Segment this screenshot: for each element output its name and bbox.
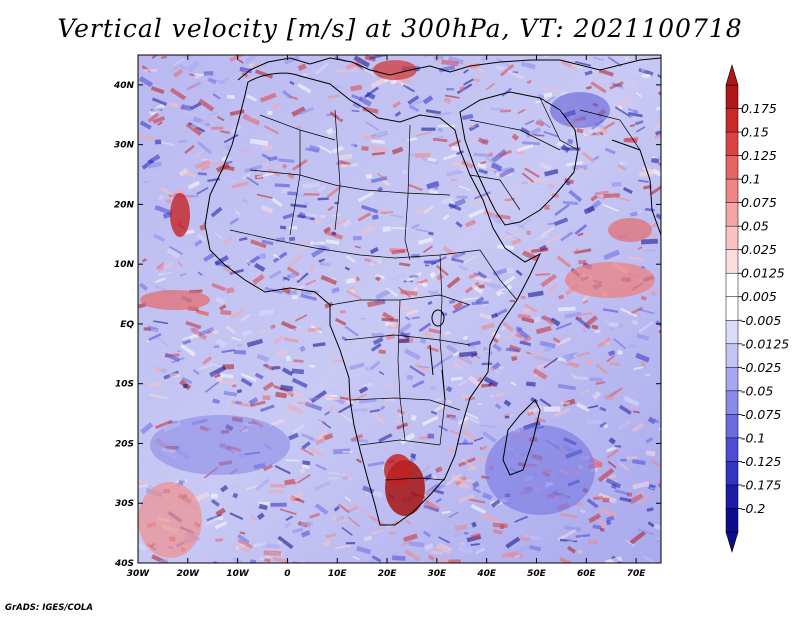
- colorbar-swatch: [725, 202, 739, 227]
- y-tick: EQ: [120, 320, 661, 330]
- colorbar-swatch: [725, 272, 739, 298]
- colorbar-label: -0.025: [741, 360, 781, 375]
- colorbar-swatch: [725, 390, 739, 416]
- colorbar-label: 0.0125: [741, 266, 785, 281]
- lakes: [429, 309, 446, 401]
- y-tick: 20N: [114, 200, 661, 210]
- colorbar-swatch: [725, 414, 739, 439]
- y-tick-label: 40S: [114, 559, 134, 569]
- grads-credit: GrADS: IGES/COLA: [5, 603, 93, 613]
- colorbar-label: 0.075: [741, 195, 777, 210]
- y-tick-label: 30S: [115, 499, 134, 509]
- colorbar-top-arrow: [725, 63, 739, 86]
- x-tick: 60E: [577, 55, 597, 579]
- y-tick-label: 20N: [114, 200, 135, 210]
- colorbar-label: -0.075: [741, 407, 781, 422]
- x-tick-label: 50E: [527, 569, 547, 579]
- colorbar-swatch: [725, 367, 739, 392]
- colorbar-swatch: [725, 296, 739, 321]
- x-tick: 0: [284, 55, 291, 579]
- x-tick-label: 0: [284, 569, 290, 579]
- colorbar-label: -0.005: [741, 313, 781, 328]
- y-tick: 40S: [114, 559, 661, 569]
- colorbar-swatch: [725, 155, 739, 180]
- x-tick-label: 70E: [627, 569, 647, 579]
- x-tick: 30W: [127, 55, 151, 579]
- x-tick: 30E: [428, 55, 448, 579]
- x-tick-label: 10E: [328, 569, 348, 579]
- velocity-features: [138, 60, 655, 558]
- velocity-field: [138, 55, 661, 563]
- coastlines: [204, 57, 662, 526]
- y-tick-label: 10N: [114, 260, 135, 270]
- y-tick: 30N: [114, 141, 661, 151]
- y-tick-label: 20S: [115, 439, 134, 449]
- colorbar-swatch: [725, 343, 739, 368]
- y-axis-ticks: 40N 30N 20N 10N EQ 10S 20S 30S 40S: [113, 81, 661, 569]
- colorbar-swatch: [725, 484, 739, 510]
- x-tick-label: 20E: [378, 569, 398, 579]
- europe-coastline: [237, 57, 662, 81]
- colorbar-label: -0.175: [741, 477, 781, 492]
- y-tick: 10S: [115, 380, 661, 390]
- x-tick-label: 20W: [177, 569, 201, 579]
- colorbar-label: -0.0125: [741, 336, 789, 351]
- colorbar: 0.175 0.15 0.125 0.1 0.075 0.05 0.025 0.0125 0.0…: [725, 63, 789, 554]
- y-tick: 20S: [115, 439, 661, 449]
- x-tick: 10W: [226, 55, 250, 579]
- colorbar-label: 0.125: [741, 148, 777, 163]
- colorbar-swatch: [725, 461, 739, 486]
- colorbar-swatch: [725, 437, 739, 463]
- colorbar-label: 0.15: [741, 125, 769, 140]
- map-title: Vertical velocity [m/s] at 300hPa, VT: 2…: [57, 14, 743, 43]
- india-coastline: [611, 139, 662, 236]
- colorbar-label: -0.2: [741, 501, 765, 516]
- y-tick-label: 30N: [114, 141, 135, 151]
- y-tick-label: EQ: [120, 320, 134, 330]
- colorbar-label: -0.125: [741, 454, 781, 469]
- colorbar-label: 0.175: [741, 101, 777, 116]
- colorbar-swatch: [725, 84, 739, 110]
- colorbar-swatch: [725, 320, 739, 345]
- colorbar-label: 0.05: [741, 219, 769, 234]
- y-tick-label: 10S: [115, 380, 134, 390]
- x-tick: 20W: [177, 55, 201, 579]
- madagascar-coastline: [502, 399, 541, 476]
- colorbar-label: -0.1: [741, 430, 765, 445]
- colorbar-swatch: [725, 508, 739, 533]
- x-tick-label: 60E: [577, 569, 597, 579]
- y-tick-label: 40N: [113, 81, 135, 91]
- colorbar-swatch: [725, 249, 739, 274]
- x-tick: 40E: [476, 55, 497, 579]
- x-tick-label: 10W: [226, 569, 250, 579]
- y-tick: 40N: [113, 81, 661, 91]
- x-tick: 70E: [627, 55, 647, 579]
- y-tick: 10N: [114, 260, 661, 270]
- x-tick-label: 30E: [428, 569, 448, 579]
- colorbar-label: 0.1: [741, 172, 761, 187]
- x-axis-ticks: 30W 20W 10W 0 10E 20E 30E 40E 50E 60E 70E: [127, 55, 647, 579]
- x-tick-label: 30W: [127, 569, 151, 579]
- colorbar-label: 0.025: [741, 242, 777, 257]
- colorbar-swatch: [725, 108, 739, 133]
- x-tick: 50E: [527, 55, 547, 579]
- map-frame: [137, 54, 662, 564]
- colorbar-swatch: [725, 131, 739, 157]
- arabia-coastline: [459, 91, 579, 226]
- x-tick-label: 40E: [476, 569, 497, 579]
- x-tick: 20E: [378, 55, 398, 579]
- colorbar-swatch: [725, 225, 739, 251]
- colorbar-label: 0.005: [741, 289, 777, 304]
- colorbar-swatch: [725, 178, 739, 204]
- africa-coastline: [204, 72, 542, 526]
- x-tick: 10E: [328, 55, 348, 579]
- borders: [229, 97, 641, 481]
- colorbar-bottom-arrow: [725, 531, 739, 554]
- y-tick: 30S: [115, 499, 661, 509]
- colorbar-label: -0.05: [741, 383, 773, 398]
